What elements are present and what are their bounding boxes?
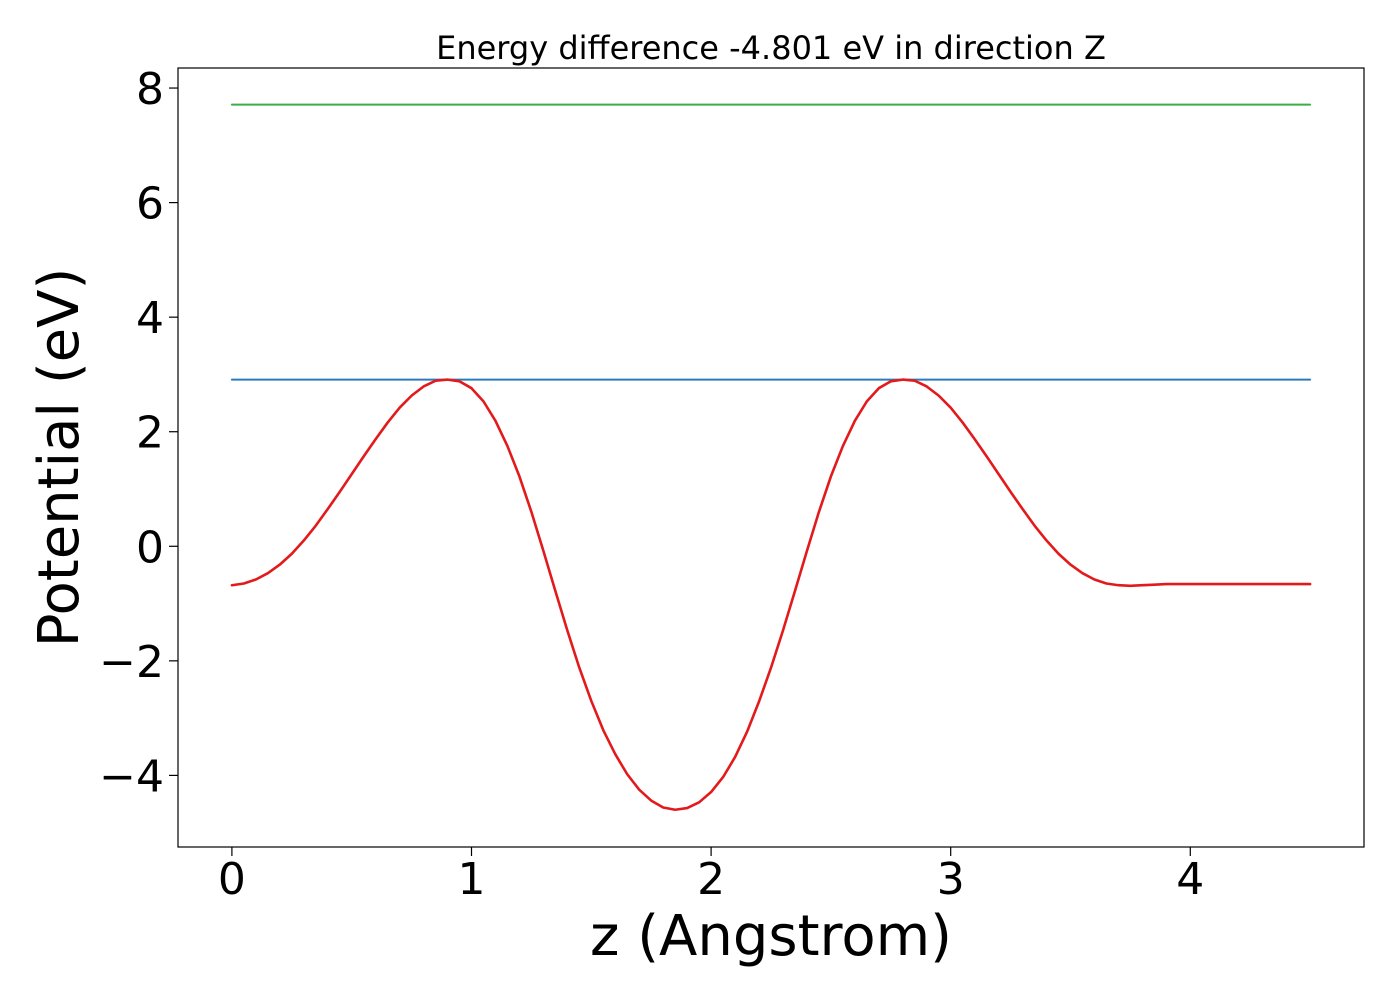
y-tick-label: 6 [136, 179, 164, 230]
x-axis-label: z (Angstrom) [590, 904, 952, 969]
y-tick-label: −2 [99, 637, 164, 688]
y-tick-label: 8 [136, 64, 164, 115]
x-tick-label: 3 [937, 854, 965, 905]
series-line-potential [230, 378, 1312, 812]
x-axis-ticks: 0 1 2 3 4 [218, 847, 1204, 905]
x-tick-label: 2 [697, 854, 725, 905]
series-layer [230, 103, 1312, 812]
y-tick-label: −4 [99, 751, 164, 802]
y-tick-label: 2 [136, 408, 164, 459]
y-tick-label: 4 [136, 293, 164, 344]
x-tick-label: 1 [458, 854, 486, 905]
y-axis-label: Potential (eV) [27, 268, 92, 648]
y-axis-ticks: −4 −2 0 2 4 6 8 [99, 64, 178, 802]
chart-title: Energy difference -4.801 eV in direction… [436, 29, 1106, 67]
x-tick-label: 0 [218, 854, 246, 905]
x-tick-label: 4 [1176, 854, 1204, 905]
y-tick-label: 0 [136, 522, 164, 573]
plot-frame [177, 67, 1365, 848]
